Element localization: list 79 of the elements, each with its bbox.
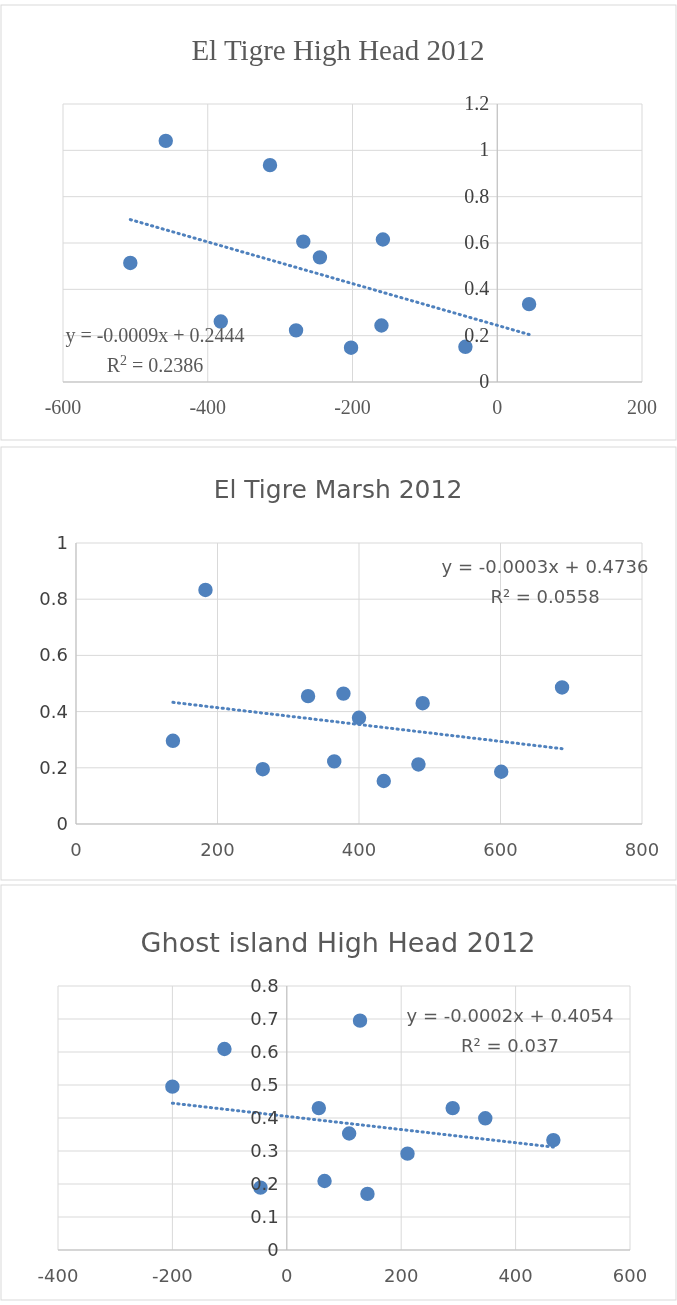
point <box>546 1132 561 1148</box>
point <box>165 733 181 749</box>
y-tick-label: 0.8 <box>250 975 279 996</box>
y-tick-label: 0.6 <box>250 1041 279 1062</box>
y-tick-label: 0.7 <box>250 1008 279 1029</box>
y-tick-label: 0.8 <box>39 588 68 610</box>
x-tick-label: -600 <box>44 396 82 418</box>
y-tick-label: 0 <box>267 1239 279 1260</box>
x-tick-label: 200 <box>627 396 657 418</box>
point <box>327 754 342 769</box>
point <box>341 1126 357 1141</box>
point <box>317 1173 332 1189</box>
point <box>198 582 213 598</box>
point <box>360 1186 375 1202</box>
y-tick-label: 0 <box>56 813 68 834</box>
y-tick-label: 0.4 <box>39 700 68 722</box>
point <box>415 695 430 711</box>
point <box>165 1079 180 1094</box>
y-tick-label: 1 <box>479 138 490 161</box>
y-tick-label: 0.5 <box>250 1074 279 1095</box>
y-tick-label: 0.3 <box>250 1140 279 1161</box>
point <box>400 1146 415 1161</box>
point <box>213 314 228 329</box>
point <box>312 250 328 265</box>
x-tick-label: -400 <box>37 1265 79 1286</box>
x-tick-label: 200 <box>200 839 235 860</box>
y-tick-label: 0.6 <box>39 644 68 666</box>
point <box>374 318 389 333</box>
point <box>123 255 138 271</box>
x-tick-label: 200 <box>384 1265 419 1286</box>
y-tick-label: 0.2 <box>250 1173 279 1194</box>
x-tick-label: -200 <box>334 396 371 418</box>
point <box>494 764 509 779</box>
point <box>255 762 270 777</box>
point <box>262 157 278 173</box>
chart-title: El Tigre High Head 2012 <box>191 34 485 66</box>
point <box>411 757 426 772</box>
point <box>158 133 173 149</box>
annotation: y = -0.0009x + 0.2444 <box>65 324 245 347</box>
y-tick-label: 0.1 <box>250 1206 279 1227</box>
annotation: y = -0.0002x + 0.4054 <box>406 1005 614 1026</box>
y-tick-label: 1.2 <box>464 92 490 114</box>
y-tick-label: 0.4 <box>464 277 490 300</box>
point <box>376 773 391 789</box>
y-tick-label: 0 <box>479 370 490 392</box>
x-tick-label: 800 <box>624 839 660 860</box>
y-tick-label: 1 <box>56 532 68 553</box>
chart-title: Ghost island High Head 2012 <box>140 927 536 958</box>
x-tick-label: 0 <box>70 839 82 860</box>
point <box>311 1100 327 1116</box>
x-tick-label: -200 <box>151 1265 193 1286</box>
point <box>351 710 367 725</box>
point <box>300 688 316 704</box>
point <box>521 296 537 312</box>
point <box>445 1100 460 1116</box>
point <box>217 1041 232 1057</box>
y-tick-label: 0.2 <box>39 756 68 778</box>
x-tick-label: 400 <box>341 839 377 860</box>
point <box>554 680 570 695</box>
point <box>336 686 351 701</box>
x-tick-label: 400 <box>498 1265 533 1286</box>
x-tick-label: 0 <box>281 1265 293 1286</box>
y-tick-label: 0.2 <box>464 323 490 346</box>
point <box>352 1013 368 1028</box>
x-tick-label: 600 <box>612 1265 648 1286</box>
point <box>288 323 304 338</box>
point <box>478 1111 493 1126</box>
x-tick-label: -400 <box>189 396 227 418</box>
annotation: R$^{2}$ = 0.2386 <box>106 352 204 376</box>
annotation: R² = 0.037 <box>461 1035 559 1056</box>
point <box>296 234 311 249</box>
y-tick-label: 0.6 <box>464 231 490 253</box>
annotation: R² = 0.0558 <box>490 586 600 607</box>
point <box>375 232 391 247</box>
y-tick-label: 0.8 <box>464 184 490 207</box>
annotation: y = -0.0003x + 0.4736 <box>441 556 649 577</box>
chart-title: El Tigre Marsh 2012 <box>213 475 463 504</box>
x-tick-label: 600 <box>483 839 518 860</box>
point <box>343 340 359 355</box>
